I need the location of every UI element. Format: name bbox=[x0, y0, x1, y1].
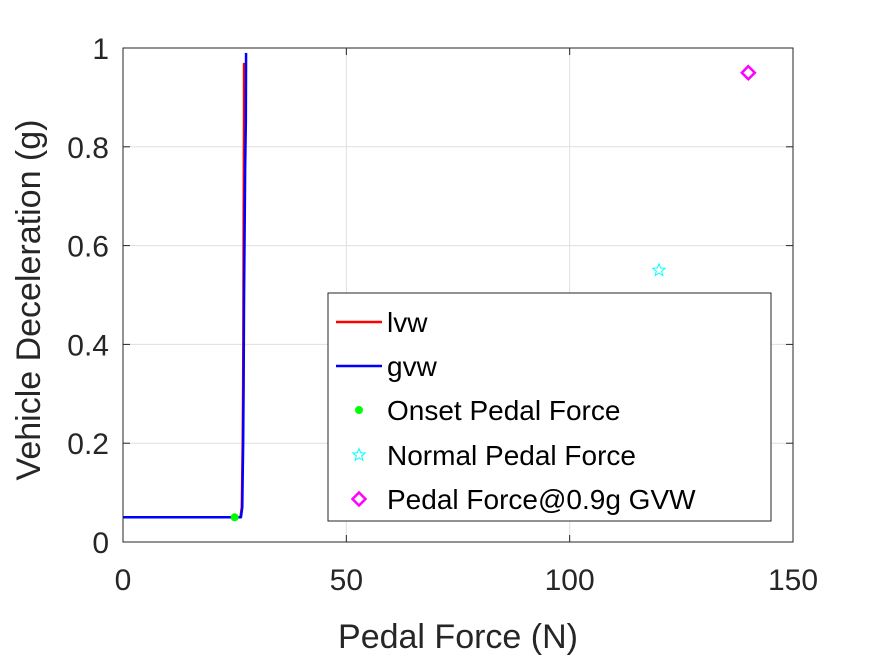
legend-item-pedal-force-0-9g-gvw: Pedal Force@0.9g GVW bbox=[350, 484, 696, 515]
legend-swatch-pedal-force-0-9g-gvw bbox=[350, 490, 368, 508]
y-tick-label: 0.8 bbox=[67, 132, 109, 165]
legend-item-lvw: lvw bbox=[336, 307, 428, 338]
x-tick-label: 150 bbox=[768, 564, 818, 597]
y-tick-label: 0 bbox=[92, 527, 109, 560]
legend-item-gvw: gvw bbox=[336, 351, 438, 382]
series-layer bbox=[123, 52, 757, 522]
legend-items: lvw gvw Onset Pedal Force Normal Pedal Forc… bbox=[336, 307, 696, 515]
legend: lvw gvw Onset Pedal Force Normal Pedal Forc… bbox=[327, 292, 772, 522]
series-gvw bbox=[123, 52, 248, 519]
data-point-normal-pedal-force bbox=[651, 262, 667, 277]
data-point-pedal-force-0-9g-gvw bbox=[740, 64, 757, 81]
x-axis-label: Pedal Force (N) bbox=[338, 618, 578, 656]
data-point-onset-pedal-force bbox=[230, 513, 239, 522]
legend-box bbox=[327, 292, 772, 522]
legend-item-onset-pedal-force: Onset Pedal Force bbox=[355, 395, 620, 426]
y-tick-label: 0.4 bbox=[67, 329, 109, 362]
series-pedal-force-0-9g-gvw bbox=[740, 64, 757, 81]
y-axis-label: Vehicle Deceleration (g) bbox=[10, 120, 48, 481]
legend-swatch-onset-pedal-force bbox=[355, 406, 363, 414]
y-tick-label: 1 bbox=[92, 33, 109, 66]
legend-label-gvw: gvw bbox=[387, 351, 438, 382]
x-tick-label: 0 bbox=[115, 564, 132, 597]
x-tick-label: 100 bbox=[545, 564, 595, 597]
legend-label-normal-pedal-force: Normal Pedal Force bbox=[387, 440, 636, 471]
series-line-gvw bbox=[123, 52, 248, 519]
x-tick-label: 50 bbox=[330, 564, 363, 597]
y-tick-label: 0.2 bbox=[67, 428, 109, 461]
plot-frame bbox=[122, 47, 794, 543]
tick-marks bbox=[122, 47, 794, 543]
y-tick-label: 0.6 bbox=[67, 231, 109, 264]
legend-label-onset-pedal-force: Onset Pedal Force bbox=[387, 395, 620, 426]
series-normal-pedal-force bbox=[651, 262, 667, 277]
tick-labels: 0 50 100 150 0 0.2 0.4 0.6 0.8 1 bbox=[67, 33, 818, 597]
legend-label-lvw: lvw bbox=[387, 307, 428, 338]
legend-item-normal-pedal-force: Normal Pedal Force bbox=[351, 440, 636, 471]
legend-swatch-normal-pedal-force bbox=[351, 447, 367, 462]
legend-label-pedal-force-0-9g-gvw: Pedal Force@0.9g GVW bbox=[387, 484, 696, 515]
series-onset-pedal-force bbox=[230, 513, 239, 522]
